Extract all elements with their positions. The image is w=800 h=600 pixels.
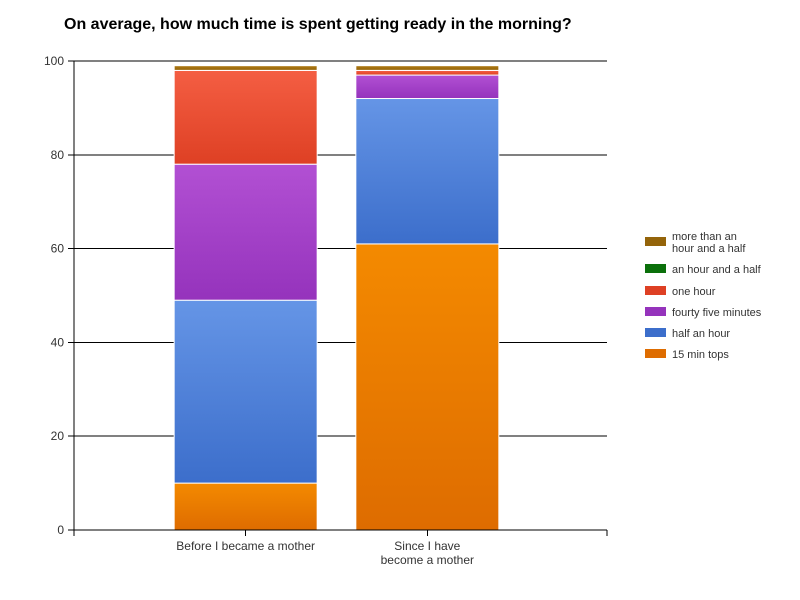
bar-half-an-hour-1[interactable] [173,299,318,484]
legend: more than an hour and a half an hour and a… [645,231,762,361]
legend-label: 15 min tops [672,349,729,361]
legend-swatch [645,264,666,273]
legend-item-one-hour[interactable]: one hour [645,286,716,298]
bar-15-min-tops-1[interactable] [173,482,318,531]
y-tick-label-100: 100 [44,54,64,68]
legend-swatch [645,349,666,358]
y-tick-label-20: 20 [51,429,65,443]
legend-item-15-min-tops[interactable]: 15 min tops [645,349,729,361]
bar-one-hour-2[interactable] [355,69,500,76]
y-tick-label-80: 80 [51,148,65,162]
legend-item-half-an-hour[interactable]: half an hour [645,328,730,340]
gridlines [74,60,607,531]
bar-fourty-five-minutes-2[interactable] [355,74,500,100]
legend-item-an-hour-and-a-half[interactable]: an hour and a half [645,264,762,276]
bar-half-an-hour-2[interactable] [355,98,500,245]
bars [173,65,500,531]
bar-15-min-tops-2[interactable] [355,243,500,531]
legend-swatch [645,307,666,316]
legend-item-fourty-five-minutes[interactable]: fourty five minutes [645,307,762,319]
legend-label: more than an hour and a half [672,231,746,255]
x-tick-label-2: Since I have become a mother [381,539,474,567]
bar-fourty-five-minutes-1[interactable] [173,163,318,301]
y-tick-label-40: 40 [51,335,65,349]
legend-swatch [645,237,666,246]
y-tick-label-0: 0 [57,523,64,537]
y-tick-label-60: 60 [51,242,65,256]
legend-label: fourty five minutes [672,307,762,319]
legend-label: one hour [672,286,716,298]
legend-swatch [645,328,666,337]
bar-more-than-an-hour-and-a-half-2[interactable] [355,65,500,71]
chart-title: On average, how much time is spent getti… [64,16,572,33]
bar-more-than-an-hour-and-a-half-1[interactable] [173,65,318,71]
axes: 0 20 40 60 80 100 Before I became a mother Sinc… [44,54,608,567]
legend-item-more-than-an-hour-and-a-half[interactable]: more than an hour and a half [645,231,746,255]
legend-label: half an hour [672,328,730,340]
bar-one-hour-1[interactable] [173,69,318,165]
x-tick-label-1: Before I became a mother [176,539,315,553]
legend-label: an hour and a half [672,264,762,276]
legend-swatch [645,286,666,295]
